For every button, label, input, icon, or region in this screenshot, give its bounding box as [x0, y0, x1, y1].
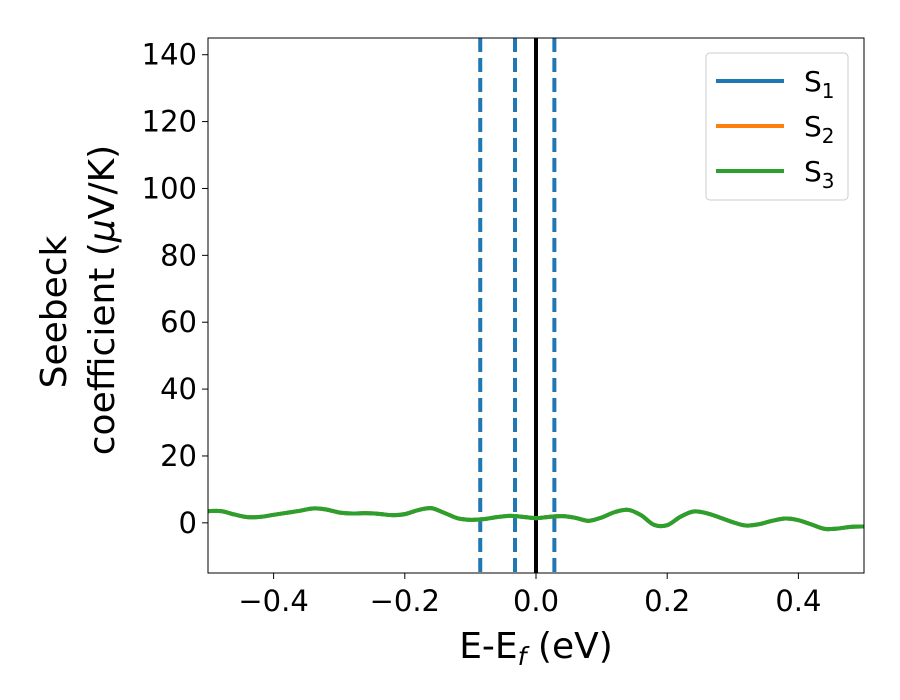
x-axis-label: E-Ef (eV) — [459, 626, 613, 671]
y-axis-ticks: 0 20 40 60 80 100 120 140 — [142, 38, 208, 540]
y-axis-label-post: V/K) — [82, 145, 123, 219]
x-tick-label: −0.2 — [370, 584, 440, 618]
y-tick-label: 40 — [160, 372, 197, 406]
y-axis-label: Seebeck coefficient (μV/K) — [34, 145, 123, 455]
plot-area — [208, 38, 864, 573]
x-tick-label: 0.2 — [644, 584, 690, 618]
y-tick-label: 80 — [160, 238, 197, 272]
legend-label-s3: S3 — [804, 155, 835, 193]
legend-label-s1: S1 — [804, 65, 835, 103]
x-tick-label: −0.4 — [238, 584, 308, 618]
legend-label-s2: S2 — [804, 110, 835, 148]
x-tick-label: 0.0 — [513, 584, 559, 618]
x-tick-label: 0.4 — [775, 584, 821, 618]
legend: S1 S2 S3 — [705, 52, 849, 201]
y-axis-label-line2: coefficient (μV/K) — [82, 145, 123, 455]
y-axis-label-mu: μ — [82, 219, 123, 243]
x-axis-ticks: −0.4 −0.2 0.0 0.2 0.4 — [238, 573, 821, 618]
y-tick-label: 120 — [142, 105, 197, 139]
y-axis-label-line1: Seebeck — [34, 235, 75, 388]
x-axis-label-main: E-E — [459, 626, 517, 667]
y-tick-label: 0 — [179, 506, 197, 540]
x-axis-label-tail: (eV) — [526, 626, 612, 667]
y-tick-label: 100 — [142, 171, 197, 205]
series-line-s3 — [208, 506, 864, 532]
y-tick-label: 20 — [160, 439, 197, 473]
y-axis-label-pre: coefficient ( — [82, 242, 123, 455]
y-tick-label: 60 — [160, 305, 197, 339]
y-tick-label: 140 — [142, 38, 197, 72]
